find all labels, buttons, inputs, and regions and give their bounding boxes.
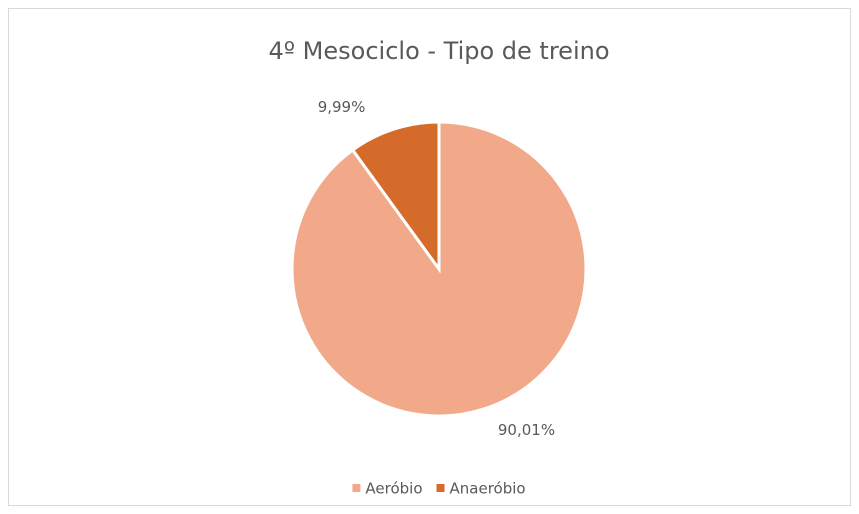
legend-swatch — [436, 484, 445, 492]
legend-label: Anaeróbio — [450, 480, 526, 498]
legend: Aeróbio Anaeróbio — [352, 480, 526, 498]
chart-title: 4º Mesociclo - Tipo de treino — [268, 37, 609, 65]
legend-swatch — [352, 484, 361, 492]
pie-slice — [350, 120, 441, 274]
data-label: 90,01% — [498, 421, 555, 439]
legend-label: Aeróbio — [365, 480, 422, 498]
data-label: 9,99% — [318, 98, 366, 116]
